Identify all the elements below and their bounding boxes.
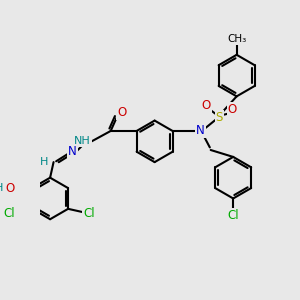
Text: N: N: [196, 124, 205, 137]
Text: NH: NH: [74, 136, 91, 146]
Text: CH₃: CH₃: [227, 34, 246, 44]
Text: S: S: [216, 111, 223, 124]
Text: O: O: [117, 106, 127, 119]
Text: O: O: [228, 103, 237, 116]
Text: O: O: [202, 99, 211, 112]
Text: N: N: [68, 145, 77, 158]
Text: O: O: [5, 182, 14, 195]
Text: Cl: Cl: [83, 207, 95, 220]
Text: H: H: [40, 157, 48, 167]
Text: Cl: Cl: [227, 209, 239, 222]
Text: Cl: Cl: [4, 207, 15, 220]
Text: H: H: [0, 183, 4, 193]
